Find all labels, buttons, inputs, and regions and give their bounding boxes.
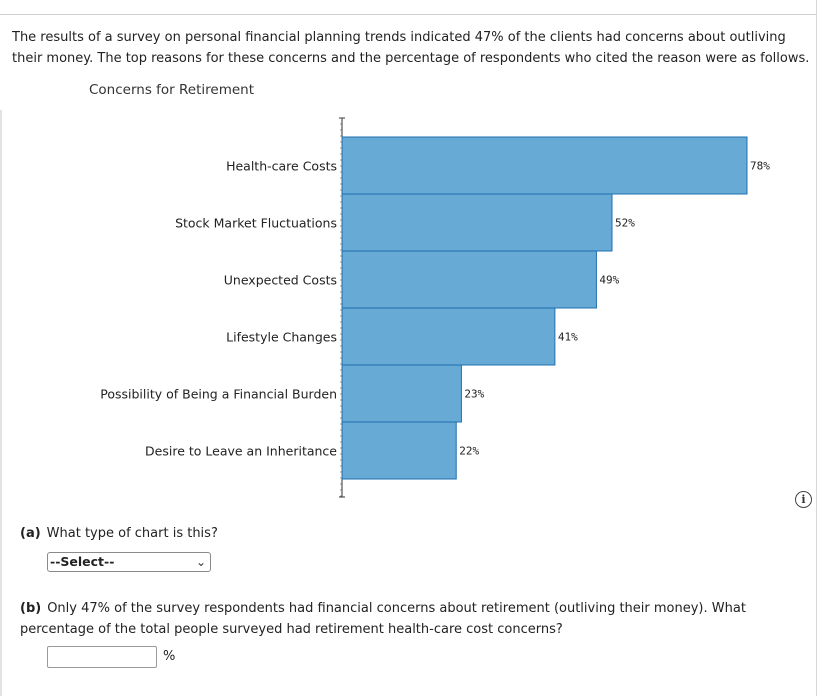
value-label: 41% (558, 331, 578, 344)
bar (341, 250, 597, 309)
problem-intro: The results of a survey on personal fina… (12, 30, 810, 66)
bar (341, 421, 457, 480)
value-label: 52% (615, 217, 635, 230)
top-divider (0, 0, 817, 15)
bar (341, 136, 748, 195)
category-label: Lifestyle Changes (226, 330, 337, 345)
category-label: Possibility of Being a Financial Burden (100, 387, 337, 402)
bar (341, 307, 556, 366)
question-b: (b) Only 47% of the survey respondents ha… (20, 598, 810, 640)
left-border (0, 110, 2, 696)
value-label: 49% (599, 274, 619, 287)
percent-unit-label: % (163, 649, 176, 664)
question-b-tag: (b) (20, 601, 42, 616)
chart-title: Concerns for Retirement (89, 82, 255, 98)
percentage-answer-input[interactable] (47, 646, 157, 668)
chart-type-select-value: --Select-- (50, 554, 115, 569)
category-label: Health-care Costs (226, 159, 337, 174)
bar (341, 193, 613, 252)
chart-type-select[interactable]: --Select-- ⌄ (47, 552, 211, 572)
category-label: Stock Market Fluctuations (175, 216, 337, 231)
category-label: Desire to Leave an Inheritance (145, 444, 337, 459)
category-label: Unexpected Costs (224, 273, 337, 288)
value-label: 78% (750, 160, 770, 173)
info-icon[interactable]: i (795, 491, 812, 508)
question-a-tag: (a) (20, 526, 41, 541)
question-a-text: What type of chart is this? (46, 526, 218, 541)
value-label: 23% (464, 388, 484, 401)
chevron-down-icon: ⌄ (195, 555, 206, 569)
question-a: (a) What type of chart is this? (20, 526, 218, 541)
bar (341, 364, 462, 423)
value-label: 22% (459, 445, 479, 458)
question-b-text: Only 47% of the survey respondents had f… (20, 601, 746, 637)
right-border (816, 0, 817, 696)
bar-chart: Health-care Costs 78% Stock Market Fluctua… (100, 117, 770, 498)
